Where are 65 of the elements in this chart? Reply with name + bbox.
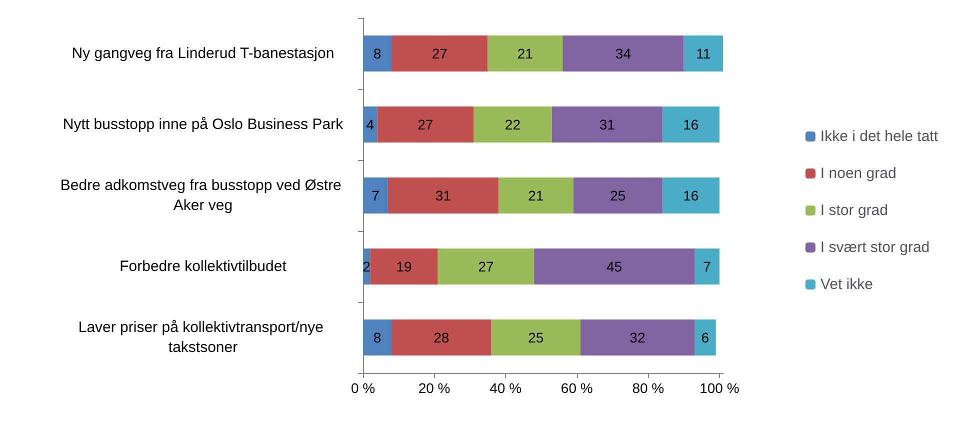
data-label: 2	[362, 258, 371, 274]
x-tick-label: 60 %	[560, 380, 593, 396]
data-label: 22	[504, 116, 521, 132]
bar	[498, 178, 574, 214]
x-tick-label: 100 %	[700, 380, 740, 396]
bar	[377, 106, 474, 142]
data-label: 25	[610, 188, 626, 204]
data-label: 27	[478, 258, 494, 274]
bar	[363, 320, 392, 356]
y-tick-label: Ny gangveg fra Linderud T-banestasjon	[72, 45, 334, 62]
y-tick-label: Bedre adkomstveg fra busstopp ved Østre Aker veg	[60, 177, 346, 214]
x-tick-label: 40 %	[490, 380, 522, 396]
data-label: 7	[372, 188, 380, 204]
data-label: 21	[517, 46, 534, 62]
bar	[388, 178, 498, 214]
y-tick-label: Forbedre kollektivtilbudet	[120, 258, 288, 275]
bar	[562, 36, 684, 72]
legend-label: I stor grad	[820, 202, 888, 219]
data-label: 11	[696, 46, 711, 62]
x-tick-label: 20 %	[418, 380, 450, 396]
legend-label: I svært stor grad	[820, 239, 930, 256]
data-label: 45	[606, 258, 622, 274]
data-label: 16	[683, 116, 699, 132]
data-label: 27	[432, 46, 448, 62]
bar	[392, 320, 492, 356]
bar	[662, 106, 720, 142]
bar	[684, 36, 723, 72]
data-label: 28	[434, 330, 450, 346]
bar	[694, 248, 720, 284]
data-label: 16	[683, 188, 699, 204]
bar	[580, 320, 694, 356]
bar	[363, 106, 378, 142]
data-label: 32	[630, 330, 646, 346]
y-tick-label: Laver priser på kollektivtransport/nye takstsoner	[78, 319, 328, 356]
data-label: 31	[599, 116, 616, 132]
legend-label: I noen grad	[820, 165, 896, 182]
bar	[473, 106, 552, 142]
bar	[363, 178, 388, 214]
bar	[363, 36, 392, 72]
y-tick-label: Nytt busstopp inne på Oslo Business Park	[62, 116, 344, 133]
bar	[534, 248, 694, 284]
data-label: 25	[528, 330, 544, 346]
bar	[662, 178, 720, 214]
bar	[392, 36, 488, 72]
x-tick-label: 80 %	[632, 380, 664, 396]
data-label: 8	[373, 330, 382, 346]
bar	[488, 36, 563, 72]
legend-label: Ikke i det hele tatt	[820, 128, 939, 145]
bar	[370, 248, 438, 284]
data-label: 8	[373, 46, 382, 62]
data-label: 19	[396, 258, 412, 274]
data-label: 21	[528, 188, 544, 204]
bar	[573, 178, 662, 214]
data-label: 7	[703, 258, 712, 274]
bar	[552, 106, 662, 142]
data-label: 6	[701, 330, 710, 346]
data-label: 27	[418, 116, 434, 132]
data-label: 4	[366, 116, 374, 132]
x-tick-label: 0 %	[350, 380, 376, 396]
bar	[491, 320, 580, 356]
legend-label: Vet ikke	[820, 276, 873, 293]
bar	[694, 320, 716, 356]
data-label: 34	[615, 46, 632, 62]
bar	[438, 248, 534, 284]
data-label: 31	[435, 188, 452, 204]
